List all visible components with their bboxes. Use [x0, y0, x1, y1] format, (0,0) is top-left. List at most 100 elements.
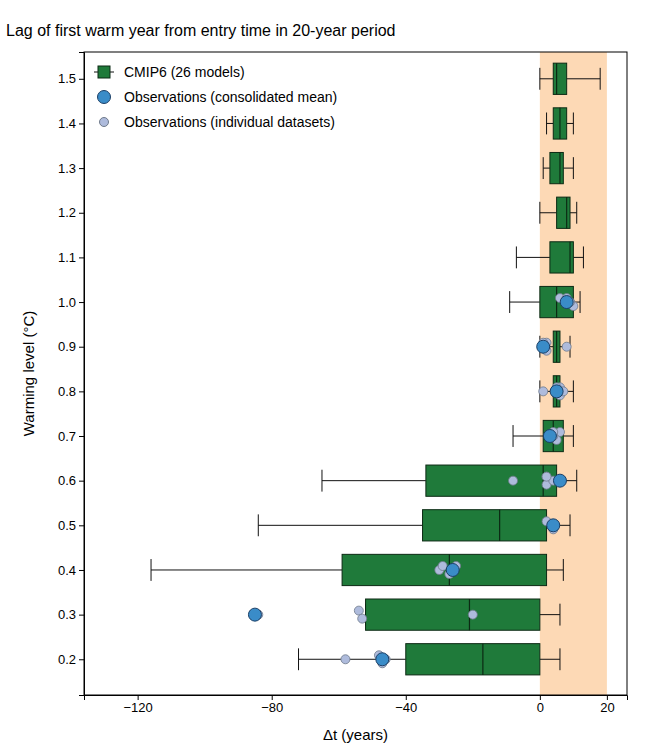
- y-tick: 0.4: [58, 563, 84, 578]
- observation-mean: [248, 608, 261, 621]
- whisker-low: [516, 257, 550, 258]
- plot-frame: [84, 52, 627, 695]
- shaded-band: [540, 52, 607, 695]
- plot-area: [151, 52, 607, 695]
- whisker-cap: [513, 425, 514, 447]
- box: [366, 599, 540, 630]
- x-tick-label: 0: [537, 700, 544, 715]
- y-tick-label: 0.9: [58, 339, 76, 354]
- observation-mean: [547, 519, 560, 532]
- y-tick-mark: [79, 659, 84, 660]
- observation-mean: [550, 385, 563, 398]
- x-tick-label: 20: [600, 700, 614, 715]
- observation-point: [468, 610, 477, 619]
- observation-point: [542, 472, 551, 481]
- legend: CMIP6 (26 models) Observations (consolida…: [94, 64, 337, 130]
- y-axis-title: Warming level (°C): [20, 311, 37, 436]
- y-tick: 1.2: [58, 205, 84, 220]
- box: [550, 242, 573, 273]
- observation-point: [341, 655, 350, 664]
- box: [423, 510, 547, 541]
- whisker-cap: [546, 113, 547, 135]
- whisker-low: [547, 123, 554, 124]
- y-tick-mark: [79, 391, 84, 392]
- whisker-high: [547, 569, 564, 570]
- box: [553, 63, 566, 94]
- y-tick-mark: [79, 213, 84, 214]
- median: [482, 644, 483, 675]
- x-tick-label: −40: [395, 700, 417, 715]
- x-tick: 20: [600, 695, 614, 715]
- y-tick-label: 0.4: [58, 563, 76, 578]
- y-tick: 0.6: [58, 473, 84, 488]
- box: [406, 644, 540, 675]
- x-tick: −40: [395, 695, 417, 715]
- x-tick-label: −120: [123, 700, 152, 715]
- y-tick: 0.8: [58, 384, 84, 399]
- median: [543, 465, 544, 496]
- whisker-cap: [258, 514, 259, 536]
- median: [559, 152, 560, 183]
- y-tick: 0.3: [58, 607, 84, 622]
- y-tick: 1.1: [58, 250, 84, 265]
- median: [559, 108, 560, 139]
- observation-mean: [553, 474, 566, 487]
- whisker-cap: [543, 157, 544, 179]
- whisker-cap: [539, 68, 540, 90]
- y-tick-mark: [79, 79, 84, 80]
- observation-mean: [376, 653, 389, 666]
- whisker-high: [540, 614, 560, 615]
- observation-mean: [543, 430, 556, 443]
- whisker-low: [540, 78, 553, 79]
- whisker-cap: [559, 648, 560, 670]
- series-1: [248, 296, 573, 666]
- whisker-cap: [600, 68, 601, 90]
- whisker-cap: [570, 514, 571, 536]
- y-tick: 1.5: [58, 71, 84, 86]
- whisker-cap: [298, 648, 299, 670]
- observation-point: [542, 472, 551, 481]
- series-2: [254, 294, 578, 668]
- median: [556, 63, 557, 94]
- y-tick-mark: [79, 168, 84, 169]
- y-tick-mark: [79, 570, 84, 571]
- whisker-cap: [321, 470, 322, 492]
- whisker-cap: [563, 559, 564, 581]
- whisker-low: [322, 480, 426, 481]
- whisker-high: [563, 168, 573, 169]
- y-tick-mark: [79, 302, 84, 303]
- whisker-low: [540, 212, 557, 213]
- whisker-low: [543, 168, 550, 169]
- whisker-cap: [573, 113, 574, 135]
- whisker-cap: [151, 559, 152, 581]
- legend-label: CMIP6 (26 models): [124, 64, 245, 80]
- y-tick: 0.5: [58, 518, 84, 533]
- observation-point: [539, 387, 548, 396]
- y-tick-label: 0.5: [58, 518, 76, 533]
- box: [540, 286, 574, 317]
- observation-mean: [446, 563, 459, 576]
- whisker-high: [567, 123, 574, 124]
- whisker-high: [573, 257, 583, 258]
- y-tick-label: 0.2: [58, 652, 76, 667]
- whisker-high: [563, 436, 573, 437]
- series-0: [151, 63, 600, 675]
- x-tick-label: −80: [261, 700, 283, 715]
- title: Lag of first warm year from entry time i…: [6, 22, 395, 39]
- y-tick: 1.3: [58, 161, 84, 176]
- whisker-cap: [539, 202, 540, 224]
- y-tick-label: 1.4: [58, 116, 76, 131]
- x-tick: 0: [537, 695, 544, 715]
- median: [556, 286, 557, 317]
- y-tick-label: 1.1: [58, 250, 76, 265]
- y-tick-label: 0.3: [58, 607, 76, 622]
- x-axis: −120 −80 −40 0 20: [85, 695, 628, 715]
- chart: −120−80−400200.20.30.40.50.60.70.80.91.0…: [0, 0, 654, 750]
- y-tick-mark: [79, 436, 84, 437]
- legend-label: Observations (consolidated mean): [124, 89, 337, 105]
- y-tick-mark: [79, 525, 84, 526]
- y-tick: 1.4: [58, 116, 84, 131]
- whisker-cap: [509, 291, 510, 313]
- median: [499, 510, 500, 541]
- median: [569, 242, 570, 273]
